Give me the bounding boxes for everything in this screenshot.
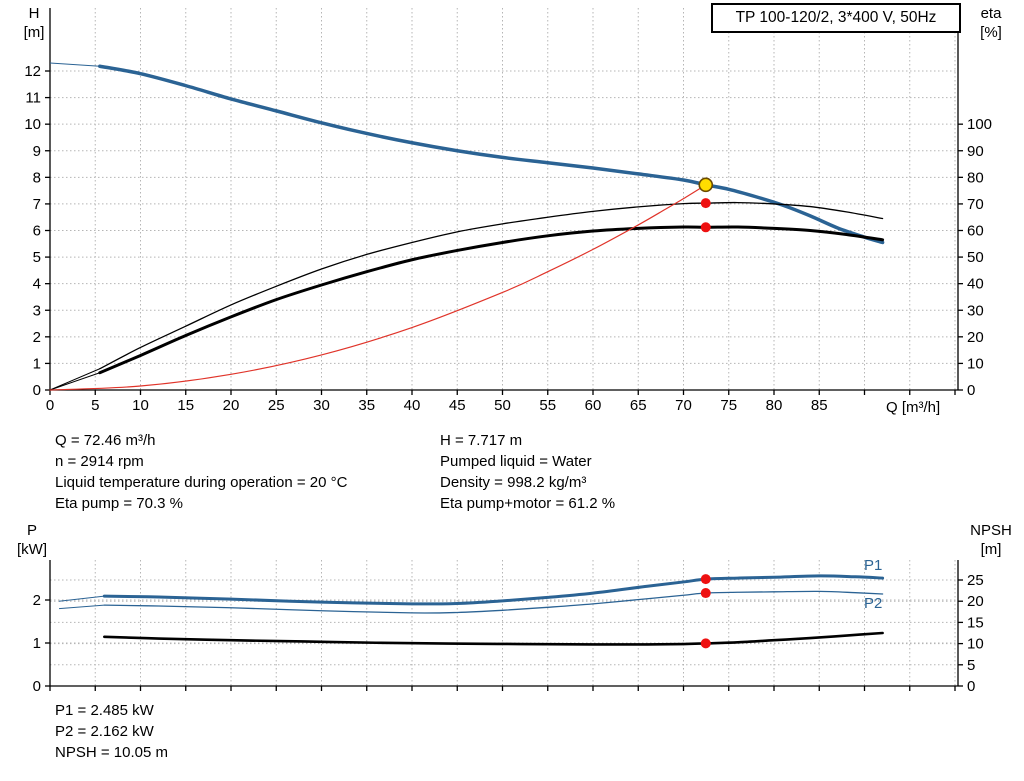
svg-text:20: 20 xyxy=(223,397,240,414)
svg-text:5: 5 xyxy=(967,657,975,674)
svg-text:30: 30 xyxy=(313,397,330,414)
density-text: Density = 998.2 kg/m³ xyxy=(440,474,587,491)
svg-text:50: 50 xyxy=(494,397,511,414)
svg-text:60: 60 xyxy=(967,223,984,240)
svg-text:20: 20 xyxy=(967,329,984,346)
svg-text:10: 10 xyxy=(132,397,149,414)
qh-right-axis-title: eta [%] xyxy=(966,4,1016,42)
svg-text:1: 1 xyxy=(33,355,41,372)
svg-text:4: 4 xyxy=(33,276,41,293)
svg-text:20: 20 xyxy=(967,593,984,610)
svg-text:5: 5 xyxy=(33,249,41,266)
eta-pump-text: Eta pump = 70.3 % xyxy=(55,495,183,512)
svg-text:11: 11 xyxy=(25,90,41,107)
svg-text:70: 70 xyxy=(675,397,692,414)
svg-text:60: 60 xyxy=(585,397,602,414)
p1-text: P1 = 2.485 kW xyxy=(55,702,154,719)
svg-text:75: 75 xyxy=(720,397,737,414)
p2-curve-label: P2 xyxy=(864,595,883,612)
svg-text:15: 15 xyxy=(177,397,194,414)
npsh-right-axis-title: NPSH [m] xyxy=(962,521,1020,559)
svg-text:7: 7 xyxy=(33,196,41,213)
svg-text:30: 30 xyxy=(967,302,984,319)
svg-text:35: 35 xyxy=(358,397,375,414)
power-left-axis-title: P [kW] xyxy=(8,521,56,559)
power-left-axis-title-line1: P xyxy=(26,522,37,539)
svg-text:85: 85 xyxy=(811,397,828,414)
svg-text:80: 80 xyxy=(766,397,783,414)
svg-text:8: 8 xyxy=(33,169,41,186)
svg-text:25: 25 xyxy=(967,572,984,589)
speed-text: n = 2914 rpm xyxy=(55,453,144,470)
svg-text:40: 40 xyxy=(404,397,421,414)
svg-text:12: 12 xyxy=(24,63,41,80)
duty-head-text: H = 7.717 m xyxy=(440,432,523,449)
qh-right-axis-title-line2: [%] xyxy=(980,24,1002,41)
qh-left-axis-title: H [m] xyxy=(12,4,56,42)
duty-info-column-1: Q = 72.46 m³/h n = 2914 rpm Liquid tempe… xyxy=(55,430,347,514)
p2-text: P2 = 2.162 kW xyxy=(55,723,154,740)
svg-text:1: 1 xyxy=(33,635,41,652)
svg-text:9: 9 xyxy=(33,143,41,160)
svg-text:6: 6 xyxy=(33,223,41,240)
svg-text:70: 70 xyxy=(967,196,984,213)
npsh-right-axis-title-line2: [m] xyxy=(980,541,1002,558)
svg-text:15: 15 xyxy=(967,614,984,631)
svg-text:90: 90 xyxy=(967,143,984,160)
pump-type-label: TP 100-120/2, 3*400 V, 50Hz xyxy=(711,3,961,33)
svg-text:50: 50 xyxy=(967,249,984,266)
qh-left-axis-title-line2: [m] xyxy=(23,24,45,41)
svg-text:0: 0 xyxy=(967,382,975,399)
svg-text:2: 2 xyxy=(33,329,41,346)
power-info-block: P1 = 2.485 kW P2 = 2.162 kW NPSH = 10.05… xyxy=(55,700,168,763)
svg-text:80: 80 xyxy=(967,169,984,186)
npsh-right-axis-title-line1: NPSH xyxy=(970,522,1012,539)
liquid-temperature-text: Liquid temperature during operation = 20… xyxy=(55,474,348,491)
svg-text:0: 0 xyxy=(33,678,41,695)
svg-text:10: 10 xyxy=(967,636,984,653)
svg-text:0: 0 xyxy=(967,678,975,695)
svg-text:25: 25 xyxy=(268,397,285,414)
svg-text:100: 100 xyxy=(967,116,992,133)
svg-text:5: 5 xyxy=(91,397,99,414)
svg-text:45: 45 xyxy=(449,397,466,414)
svg-text:2: 2 xyxy=(33,592,41,609)
duty-info-column-2: H = 7.717 m Pumped liquid = Water Densit… xyxy=(440,430,615,514)
svg-text:65: 65 xyxy=(630,397,647,414)
svg-text:0: 0 xyxy=(33,382,41,399)
eta-pump-motor-text: Eta pump+motor = 61.2 % xyxy=(440,495,616,512)
qh-x-axis-title: Q [m³/h] xyxy=(886,399,941,416)
svg-text:10: 10 xyxy=(967,355,984,372)
power-left-axis-title-line2: [kW] xyxy=(17,541,47,558)
svg-text:10: 10 xyxy=(24,116,41,133)
svg-text:40: 40 xyxy=(967,276,984,293)
qh-left-axis-title-line1: H xyxy=(28,5,40,22)
npsh-text: NPSH = 10.05 m xyxy=(55,744,168,761)
svg-text:3: 3 xyxy=(33,302,41,319)
pumped-liquid-text: Pumped liquid = Water xyxy=(440,453,592,470)
pump-type-text: TP 100-120/2, 3*400 V, 50Hz xyxy=(735,9,937,26)
duty-flow-text: Q = 72.46 m³/h xyxy=(55,432,156,449)
svg-text:55: 55 xyxy=(539,397,556,414)
svg-text:0: 0 xyxy=(46,397,54,414)
qh-right-axis-title-line1: eta xyxy=(980,5,1002,22)
p1-curve-label: P1 xyxy=(864,557,883,574)
